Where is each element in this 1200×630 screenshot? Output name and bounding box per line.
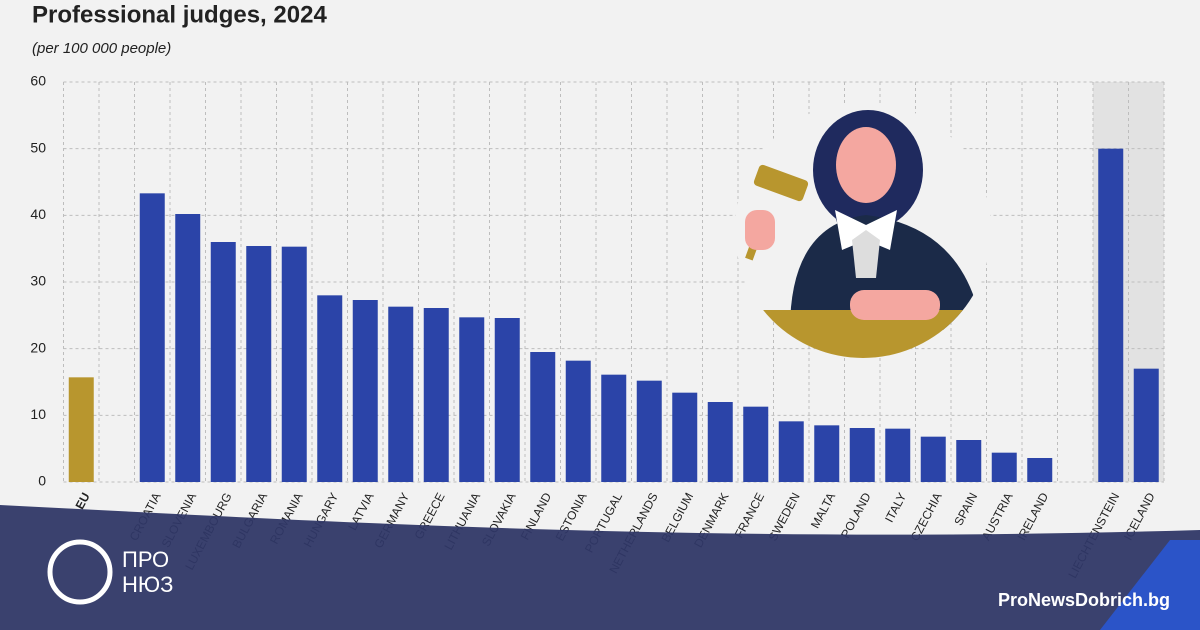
bar xyxy=(743,406,769,482)
bar xyxy=(778,421,804,482)
logo-text: НЮЗ xyxy=(122,572,173,597)
bar xyxy=(885,428,911,482)
bar xyxy=(423,308,449,482)
bar xyxy=(1027,458,1053,482)
y-tick-label: 60 xyxy=(30,73,46,89)
bar xyxy=(1133,368,1159,482)
bar xyxy=(814,425,840,482)
bar xyxy=(920,436,946,482)
bar xyxy=(530,352,556,482)
chart-subtitle: (per 100 000 people) xyxy=(32,40,171,57)
bar xyxy=(281,246,307,482)
bar xyxy=(956,440,982,482)
logo-mark xyxy=(47,539,113,605)
bar xyxy=(991,452,1017,482)
x-tick-label: MALTA xyxy=(808,490,838,530)
y-tick-label: 10 xyxy=(30,406,46,422)
judge-illustration xyxy=(735,102,991,358)
bar xyxy=(707,402,733,482)
y-tick-label: 0 xyxy=(38,473,46,489)
y-tick-label: 40 xyxy=(30,206,46,222)
y-tick-label: 20 xyxy=(30,339,46,355)
bar xyxy=(459,317,485,482)
x-tick-label: FRANCE xyxy=(732,490,768,540)
bar xyxy=(601,374,627,482)
bar xyxy=(388,306,414,482)
bar xyxy=(68,377,94,482)
y-tick-label: 50 xyxy=(30,139,46,155)
chart-title: Professional judges, 2024 xyxy=(32,1,327,28)
bar xyxy=(175,214,201,482)
footer-banner xyxy=(0,505,1200,630)
bar xyxy=(636,380,662,482)
bar xyxy=(246,246,272,482)
y-tick-label: 30 xyxy=(30,273,46,289)
bar xyxy=(352,300,378,482)
x-tick-label: EU xyxy=(73,490,93,511)
footer-accent xyxy=(1100,540,1200,630)
x-tick-label: POLAND xyxy=(838,490,874,540)
x-tick-label: ITALY xyxy=(882,490,909,524)
bar xyxy=(494,318,520,482)
bar xyxy=(849,428,875,482)
x-tick-label: SPAIN xyxy=(951,490,980,528)
bar xyxy=(672,392,698,482)
logo-text: ПРО xyxy=(122,547,169,572)
site-name: ProNewsDobrich.bg xyxy=(998,590,1170,610)
bar xyxy=(210,242,236,482)
bar xyxy=(139,193,165,483)
bar xyxy=(317,295,343,482)
bar xyxy=(565,360,591,482)
bar xyxy=(1098,148,1124,482)
